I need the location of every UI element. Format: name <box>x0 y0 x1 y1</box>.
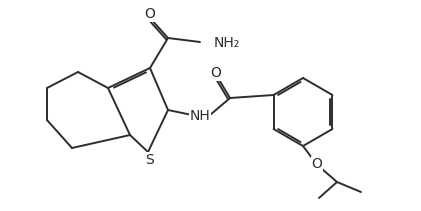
Text: NH: NH <box>189 109 210 123</box>
Text: NH₂: NH₂ <box>214 36 240 50</box>
Text: O: O <box>144 7 155 21</box>
Text: O: O <box>312 157 322 171</box>
Text: S: S <box>146 153 155 167</box>
Text: O: O <box>210 66 221 80</box>
